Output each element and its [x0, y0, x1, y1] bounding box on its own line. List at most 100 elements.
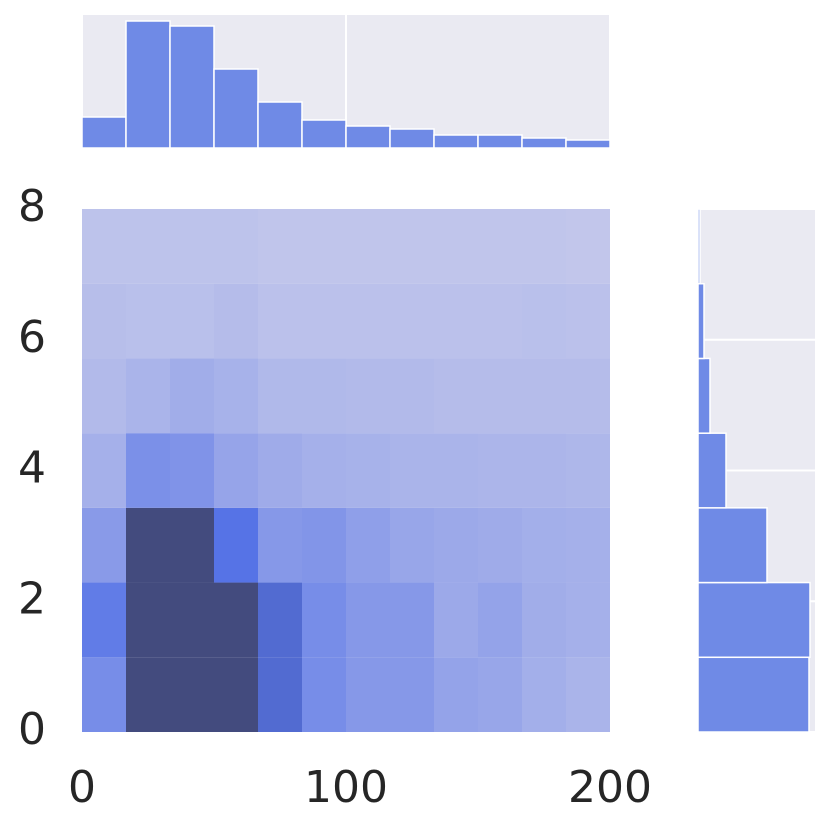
y-tick-label: 8 — [18, 181, 46, 232]
y-tick-label: 4 — [18, 443, 46, 494]
heatmap-cell — [433, 657, 478, 732]
bar — [389, 128, 435, 149]
heatmap-cell — [565, 657, 610, 732]
heatmap-cell — [258, 433, 302, 508]
heatmap-cell — [258, 507, 302, 583]
heatmap-cell — [82, 358, 127, 434]
heatmap-cell — [522, 358, 566, 434]
heatmap-cell — [126, 433, 170, 508]
heatmap-cell — [433, 283, 478, 359]
heatmap-cell — [522, 507, 566, 583]
heatmap-cell — [390, 358, 434, 434]
heatmap-cell — [522, 209, 566, 284]
bar — [521, 137, 567, 149]
heatmap-cell — [169, 209, 214, 284]
heatmap-cell — [478, 358, 523, 434]
heatmap-cell — [126, 209, 170, 284]
bar — [697, 432, 727, 509]
y-tick-label: 6 — [18, 312, 46, 363]
bar — [697, 208, 701, 285]
bar — [697, 507, 768, 584]
heatmap-cell — [390, 582, 434, 658]
heatmap-cell — [565, 283, 610, 359]
heatmap-cell — [214, 657, 259, 732]
heatmap-cell — [82, 507, 127, 583]
bar — [697, 581, 811, 659]
heatmap-cell — [522, 657, 566, 732]
heatmap-cell — [258, 358, 302, 434]
heatmap-cell — [258, 582, 302, 658]
heatmap-cell — [346, 433, 391, 508]
heatmap-cell — [565, 507, 610, 583]
y-tick-label: 0 — [18, 704, 46, 755]
heatmap-cell — [126, 283, 170, 359]
heatmap-cell — [433, 507, 478, 583]
bar — [81, 116, 127, 149]
heatmap-cell — [214, 507, 259, 583]
bar — [301, 119, 347, 149]
heatmap-cell — [301, 358, 346, 434]
heatmap-cell — [214, 582, 259, 658]
heatmap-cell — [258, 209, 302, 284]
x-tick-label: 200 — [568, 762, 652, 813]
heatmap-cell — [478, 582, 523, 658]
heatmap-cell — [478, 507, 523, 583]
heatmap-cell — [126, 507, 170, 583]
bar — [477, 134, 523, 149]
heatmap-cell — [522, 283, 566, 359]
heatmap-cell — [346, 283, 391, 359]
heatmap-cell — [478, 283, 523, 359]
heatmap-cell — [82, 209, 127, 284]
bar — [345, 125, 391, 149]
bar — [213, 68, 259, 149]
bar — [257, 101, 303, 149]
heatmap-cell — [169, 283, 214, 359]
heatmap-cell — [301, 507, 346, 583]
heatmap-cell — [301, 283, 346, 359]
y-tick-label: 2 — [18, 573, 46, 624]
heatmap-cell — [346, 209, 391, 284]
heatmap-cell — [301, 433, 346, 508]
heatmap-cell — [82, 283, 127, 359]
heatmap-cell — [346, 582, 391, 658]
heatmap-cell — [258, 283, 302, 359]
heatmap-cell — [478, 433, 523, 508]
heatmap-cell — [82, 433, 127, 508]
heatmap-cell — [390, 433, 434, 508]
x-tick-label: 100 — [304, 762, 388, 813]
bar — [565, 139, 611, 149]
heatmap-cell — [82, 582, 127, 658]
heatmap-cell — [433, 582, 478, 658]
heatmap-cell — [390, 209, 434, 284]
bar — [169, 25, 215, 149]
heatmap-cell — [346, 507, 391, 583]
bar — [433, 134, 479, 149]
heatmap-cell — [214, 209, 259, 284]
bar — [125, 20, 171, 149]
heatmap-cell — [301, 657, 346, 732]
bar — [697, 656, 810, 733]
heatmap-cell — [169, 358, 214, 434]
heatmap-cell — [214, 433, 259, 508]
heatmap-cell — [126, 657, 170, 732]
heatmap-cell — [565, 358, 610, 434]
heatmap-cell — [390, 657, 434, 732]
heatmap-cell — [390, 507, 434, 583]
heatmap-cell — [82, 657, 127, 732]
heatmap-cell — [258, 657, 302, 732]
heatmap-cell — [522, 433, 566, 508]
x-tick-label: 0 — [68, 762, 96, 813]
heatmap-cell — [478, 657, 523, 732]
heatmap-cell — [126, 582, 170, 658]
heatmap-cell — [346, 657, 391, 732]
heatmap-cell — [565, 582, 610, 658]
heatmap-cell — [169, 657, 214, 732]
heatmap-cell — [565, 209, 610, 284]
bar — [697, 357, 711, 434]
heatmap-cell — [565, 433, 610, 508]
heatmap-cell — [169, 507, 214, 583]
heatmap-cell — [346, 358, 391, 434]
heatmap-cell — [169, 582, 214, 658]
heatmap-cell — [478, 209, 523, 284]
